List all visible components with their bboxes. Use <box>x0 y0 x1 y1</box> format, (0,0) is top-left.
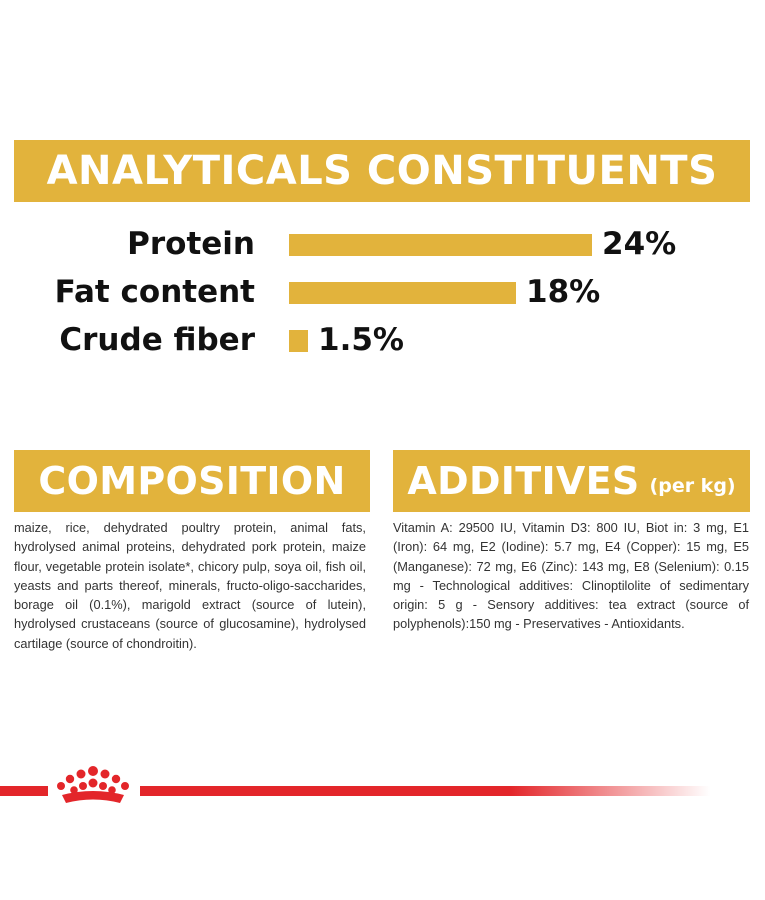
chart-category-label: Crude fiber <box>59 322 255 358</box>
footer-red-line-left <box>0 786 48 796</box>
chart-category-label: Fat content <box>54 274 255 310</box>
additives-banner: ADDITIVES (per kg) <box>393 450 750 512</box>
analytics-banner: ANALYTICALS CONSTITUENTS <box>14 140 750 202</box>
footer-red-line-right <box>140 786 710 796</box>
chart-row: Crude fiber 1.5% <box>0 320 765 360</box>
additives-text: Vitamin A: 29500 IU, Vitamin D3: 800 IU,… <box>393 520 749 632</box>
chart-bar <box>289 234 592 256</box>
chart-category-label: Protein <box>127 226 255 262</box>
chart-bar <box>289 330 308 352</box>
chart-row: Protein 24% <box>0 224 765 264</box>
additives-subtitle: (per kg) <box>649 475 736 497</box>
composition-banner: COMPOSITION <box>14 450 370 512</box>
chart-value-label: 1.5% <box>318 322 404 358</box>
crown-logo-icon <box>57 766 129 803</box>
composition-title: COMPOSITION <box>38 459 346 503</box>
chart-value-label: 24% <box>602 226 677 262</box>
chart-row: Fat content 18% <box>0 272 765 312</box>
composition-text: maize, rice, dehydrated poultry protein,… <box>14 520 366 651</box>
chart-bar <box>289 282 516 304</box>
additives-title: ADDITIVES <box>407 459 640 503</box>
analytics-title: ANALYTICALS CONSTITUENTS <box>46 148 718 194</box>
chart-value-label: 18% <box>526 274 601 310</box>
